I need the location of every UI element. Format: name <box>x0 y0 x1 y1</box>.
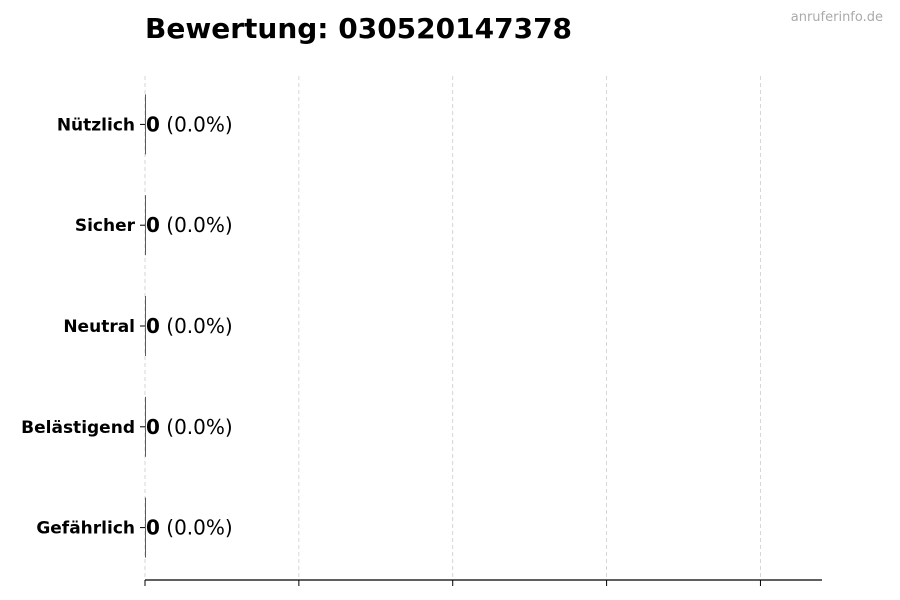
data-label-count: 0 <box>146 516 160 540</box>
bar <box>145 296 146 356</box>
data-label-percent: (0.0%) <box>160 415 233 439</box>
chart-title: Bewertung: 030520147378 <box>145 12 573 45</box>
data-label: 0 (0.0%) <box>146 415 233 439</box>
bar <box>145 396 146 457</box>
data-label-count: 0 <box>146 213 160 237</box>
y-tick-label: Neutral <box>63 317 135 337</box>
watermark: anruferinfo.de <box>790 10 883 25</box>
bar <box>145 94 146 155</box>
y-tick-label: Belästigend <box>21 418 135 438</box>
data-label-count: 0 <box>146 314 160 338</box>
data-label-count: 0 <box>146 415 160 439</box>
data-label-percent: (0.0%) <box>160 516 233 540</box>
data-label: 0 (0.0%) <box>146 213 233 237</box>
y-tick-label: Sicher <box>75 216 136 236</box>
data-label-percent: (0.0%) <box>160 112 233 136</box>
bar <box>145 497 146 558</box>
data-label-count: 0 <box>146 112 160 136</box>
data-label-percent: (0.0%) <box>160 314 233 338</box>
y-tick-label: Nützlich <box>57 115 135 135</box>
data-label: 0 (0.0%) <box>146 314 233 338</box>
data-label: 0 (0.0%) <box>146 516 233 540</box>
bar <box>145 195 146 256</box>
y-tick-label: Gefährlich <box>36 519 135 539</box>
data-label-percent: (0.0%) <box>160 213 233 237</box>
data-label: 0 (0.0%) <box>146 112 233 136</box>
